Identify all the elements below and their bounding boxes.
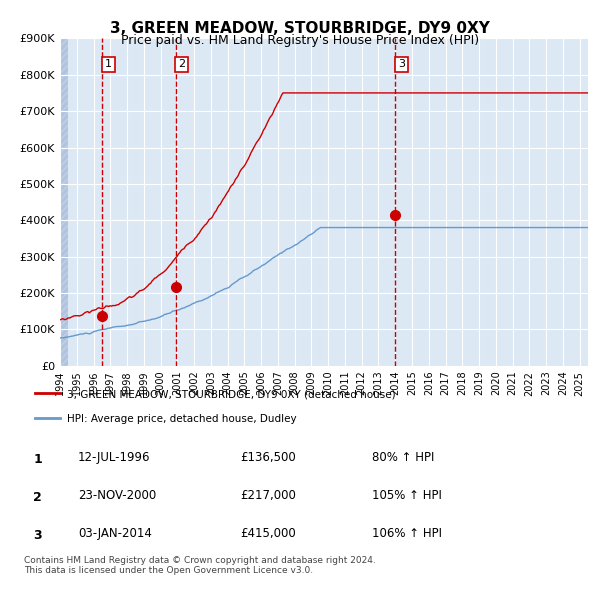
Text: HPI: Average price, detached house, Dudley: HPI: Average price, detached house, Dudl… — [67, 414, 297, 424]
Text: 3: 3 — [398, 60, 405, 70]
Text: 23-NOV-2000: 23-NOV-2000 — [78, 489, 156, 502]
Text: Price paid vs. HM Land Registry's House Price Index (HPI): Price paid vs. HM Land Registry's House … — [121, 34, 479, 47]
Text: 106% ↑ HPI: 106% ↑ HPI — [372, 527, 442, 540]
Text: 03-JAN-2014: 03-JAN-2014 — [78, 527, 152, 540]
Text: £217,000: £217,000 — [240, 489, 296, 502]
Text: £136,500: £136,500 — [240, 451, 296, 464]
Text: 105% ↑ HPI: 105% ↑ HPI — [372, 489, 442, 502]
Text: 2: 2 — [178, 60, 185, 70]
Bar — [60, 38, 68, 366]
Text: 12-JUL-1996: 12-JUL-1996 — [78, 451, 151, 464]
Text: 3, GREEN MEADOW, STOURBRIDGE, DY9 0XY (detached house): 3, GREEN MEADOW, STOURBRIDGE, DY9 0XY (d… — [67, 389, 396, 399]
Text: 80% ↑ HPI: 80% ↑ HPI — [372, 451, 434, 464]
Text: £415,000: £415,000 — [240, 527, 296, 540]
Text: 3: 3 — [33, 529, 42, 542]
Text: Contains HM Land Registry data © Crown copyright and database right 2024.
This d: Contains HM Land Registry data © Crown c… — [24, 556, 376, 575]
Text: 1: 1 — [105, 60, 112, 70]
Text: 3, GREEN MEADOW, STOURBRIDGE, DY9 0XY: 3, GREEN MEADOW, STOURBRIDGE, DY9 0XY — [110, 21, 490, 35]
Text: 2: 2 — [33, 491, 42, 504]
Text: 1: 1 — [33, 453, 42, 466]
